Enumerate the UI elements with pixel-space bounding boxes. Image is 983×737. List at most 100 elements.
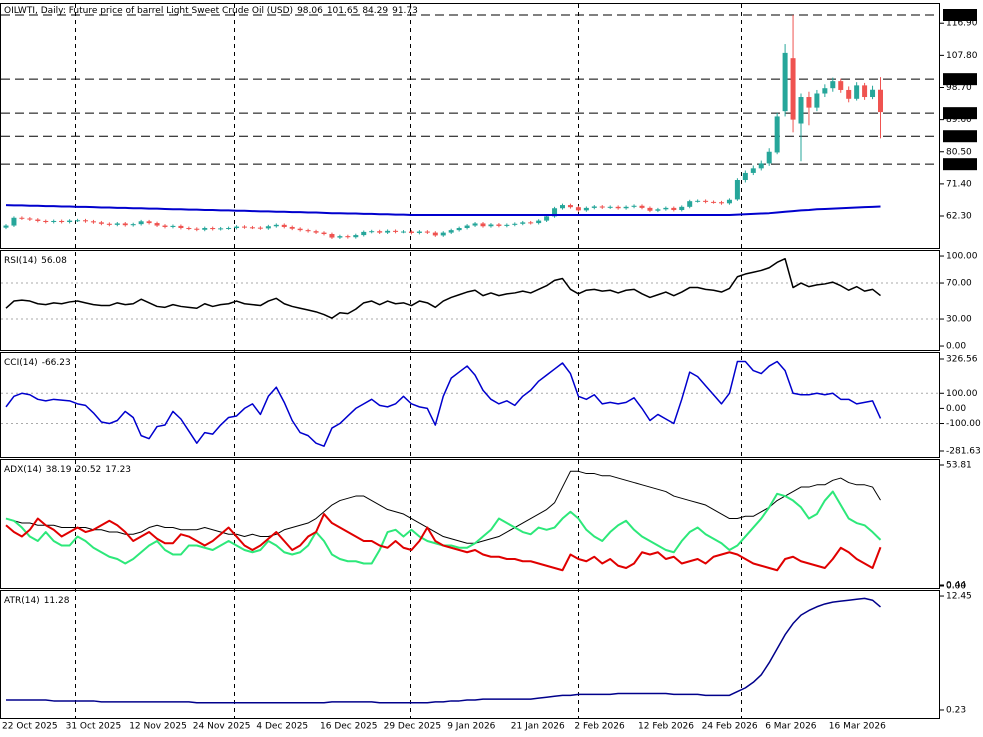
candle-body	[750, 168, 756, 173]
indicator-header: CCI(14) -66.23	[4, 358, 71, 368]
candle-body	[798, 97, 804, 124]
y-tick-label: 53.81	[946, 460, 972, 470]
candle-body	[408, 231, 414, 233]
indicator-line	[5, 360, 882, 447]
x-tick-label: 29 Dec 2025	[384, 722, 442, 732]
candle-body	[623, 206, 629, 209]
candle-body	[496, 224, 502, 226]
candle-body	[615, 206, 621, 209]
candle-body	[59, 220, 65, 223]
candle-body	[83, 220, 88, 222]
candle-body	[822, 88, 828, 94]
indicator-value: 20.52	[76, 465, 102, 475]
candle-body	[552, 208, 558, 217]
candle-body	[385, 230, 391, 233]
candle-body	[544, 216, 550, 221]
candle-body	[528, 222, 534, 224]
candle-body	[647, 207, 653, 211]
candle-body	[663, 207, 669, 210]
y-tick-label: 70.00	[946, 279, 972, 289]
level-label: 101.06	[946, 75, 978, 85]
ohlc-value: 98.06	[297, 6, 323, 16]
candle-body	[448, 230, 454, 233]
y-tick-label: 12.45	[946, 592, 972, 602]
candle-body	[838, 81, 844, 90]
candle-body	[464, 225, 470, 229]
candle-body	[11, 217, 17, 226]
cci-panel	[0, 352, 940, 458]
y-tick-label: 100.00	[946, 389, 978, 399]
chart-title: OILWTI, Daily: Future price of barrel Li…	[4, 6, 293, 16]
candle-body	[671, 207, 677, 211]
y-tick-label: 0.00	[946, 404, 966, 414]
candle-body	[806, 97, 812, 108]
candle-body	[3, 225, 9, 228]
candle-body	[560, 205, 565, 209]
candle-body	[234, 226, 240, 229]
candle-body	[90, 221, 96, 223]
indicator-line	[5, 257, 881, 319]
candle-body	[472, 223, 478, 226]
y-tick-label: 89.60	[946, 115, 972, 125]
indicator-title: CCI(14)	[4, 358, 38, 368]
candle-body	[273, 224, 279, 227]
indicator-header: RSI(14) 56.08	[4, 256, 67, 266]
candle-body	[424, 231, 430, 233]
candle-body	[512, 223, 518, 225]
candle-body	[281, 224, 287, 227]
candle-body	[329, 234, 335, 238]
x-tick-label: 21 Jan 2026	[511, 722, 565, 732]
candle-body	[591, 206, 597, 208]
y-tick-label: 100.00	[946, 252, 978, 262]
candle-body	[758, 163, 764, 169]
indicator-line	[5, 470, 881, 544]
y-tick-label: 98.70	[946, 83, 972, 93]
candle-body	[440, 232, 446, 236]
candle-body	[27, 218, 33, 220]
candle-body	[51, 220, 57, 223]
candle-body	[321, 232, 327, 235]
candle-body	[711, 201, 717, 203]
candle-body	[520, 222, 526, 224]
indicator-line	[5, 513, 882, 572]
y-tick-label: 0.00	[946, 342, 966, 352]
candle-body	[583, 207, 589, 211]
x-tick-label: 31 Oct 2025	[66, 722, 122, 732]
candle-body	[226, 228, 232, 230]
x-tick-label: 24 Feb 2026	[702, 722, 758, 732]
candle-body	[782, 52, 788, 112]
period-separators	[75, 4, 742, 718]
candle-body	[862, 85, 868, 98]
level-label-box	[943, 9, 977, 22]
candle-body	[297, 228, 303, 231]
candle-body	[456, 228, 462, 231]
chart-header: OILWTI, Daily: Future price of barrel Li…	[4, 6, 418, 16]
candle-body	[536, 220, 542, 224]
candle-body	[774, 116, 780, 153]
indicator-value: 17.23	[105, 465, 131, 475]
level-label: 84.90	[946, 132, 972, 142]
candle-body	[162, 225, 168, 227]
x-tick-label: 12 Feb 2026	[638, 722, 694, 732]
candle-body	[870, 89, 876, 98]
candle-body	[679, 206, 685, 211]
candle-body	[19, 217, 25, 219]
indicator-value: -66.23	[42, 358, 71, 368]
candle-body	[504, 224, 510, 226]
ohlc-value: 101.65	[327, 6, 359, 16]
candle-body	[639, 205, 645, 208]
y-tick-label: 30.00	[946, 315, 972, 325]
y-tick-label: 80.50	[946, 147, 972, 157]
indicator-header: ATR(14) 11.28	[4, 596, 70, 606]
candle-body	[138, 221, 144, 225]
ohlc-value: 91.73	[392, 6, 418, 16]
atr-panel	[0, 590, 940, 719]
level-label: 91.43	[946, 109, 972, 119]
candle-body	[178, 225, 184, 229]
candle-body	[43, 220, 49, 223]
indicator-line	[6, 597, 881, 704]
candle-body	[377, 231, 383, 233]
indicator-title: ADX(14)	[4, 465, 42, 475]
